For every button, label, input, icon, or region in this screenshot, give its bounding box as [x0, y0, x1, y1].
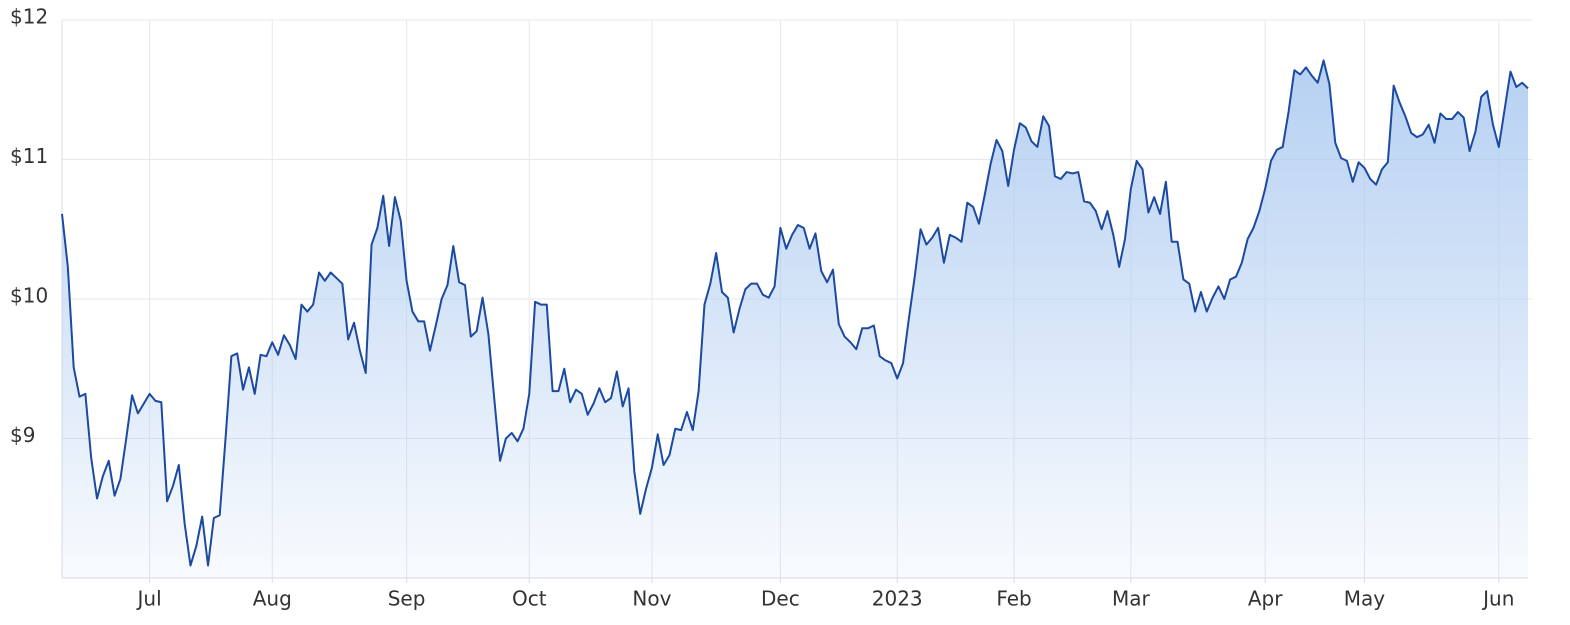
x-tick-label: Sep	[388, 587, 426, 611]
x-tick-label: 2023	[872, 587, 923, 611]
x-tick-label: Aug	[253, 587, 292, 611]
x-tick-label: Apr	[1248, 587, 1283, 611]
y-tick-label: $12	[10, 5, 48, 29]
x-tick-label: Dec	[761, 587, 800, 611]
x-tick-label: May	[1344, 587, 1386, 611]
x-tick-label: Oct	[512, 587, 547, 611]
line	[61, 59, 1529, 567]
y-tick-label: $9	[10, 423, 35, 447]
x-tick-label: Feb	[996, 587, 1031, 611]
y-tick-label: $11	[10, 144, 48, 168]
x-tick-label: Nov	[632, 587, 671, 611]
x-tick-label: Jul	[136, 587, 162, 611]
y-tick-label: $10	[10, 284, 48, 308]
x-tick-label: Mar	[1112, 587, 1151, 611]
area	[62, 60, 1528, 578]
x-tick-label: Jun	[1481, 587, 1514, 611]
